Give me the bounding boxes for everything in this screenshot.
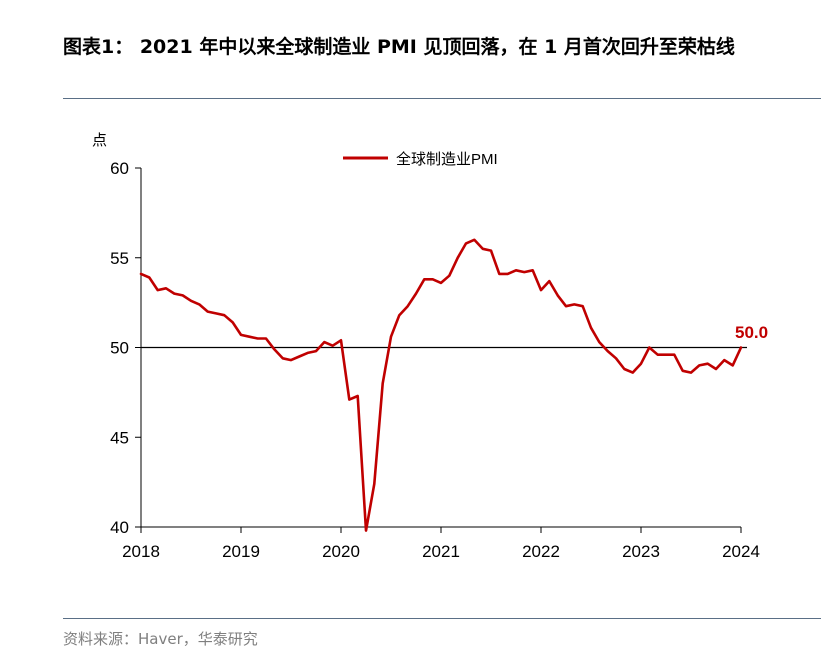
legend: 全球制造业PMI	[343, 150, 498, 168]
x-tick-label: 2022	[522, 542, 560, 561]
series-line-global-manufacturing-pmi	[139, 238, 743, 532]
title-divider	[63, 98, 821, 99]
x-tick-label: 2021	[422, 542, 460, 561]
y-tick-label: 40	[110, 518, 129, 537]
latest-value-label: 50.0	[735, 323, 768, 342]
legend-label-global-manufacturing-pmi: 全球制造业PMI	[396, 150, 498, 168]
figure-title: 图表1： 2021 年中以来全球制造业 PMI 见顶回落，在 1 月首次回升至荣…	[63, 36, 735, 58]
source-divider	[63, 618, 821, 619]
plot-area	[139, 238, 747, 532]
x-axis: 2018 2019 2020 2021 2022 2023 2024	[122, 526, 760, 561]
x-tick-label: 2018	[122, 542, 160, 561]
y-tick-label: 55	[110, 249, 129, 268]
y-tick-label: 50	[110, 339, 129, 358]
y-tick-label: 60	[110, 159, 129, 178]
source-note: 资料来源：Haver，华泰研究	[63, 630, 258, 648]
y-axis-unit-label: 点	[92, 132, 107, 149]
x-tick-label: 2024	[722, 542, 760, 561]
x-tick-label: 2023	[622, 542, 660, 561]
y-tick-label: 45	[110, 428, 129, 447]
y-axis: 40 45 50 55 60	[110, 159, 142, 537]
x-tick-label: 2020	[322, 542, 360, 561]
x-tick-label: 2019	[222, 542, 260, 561]
